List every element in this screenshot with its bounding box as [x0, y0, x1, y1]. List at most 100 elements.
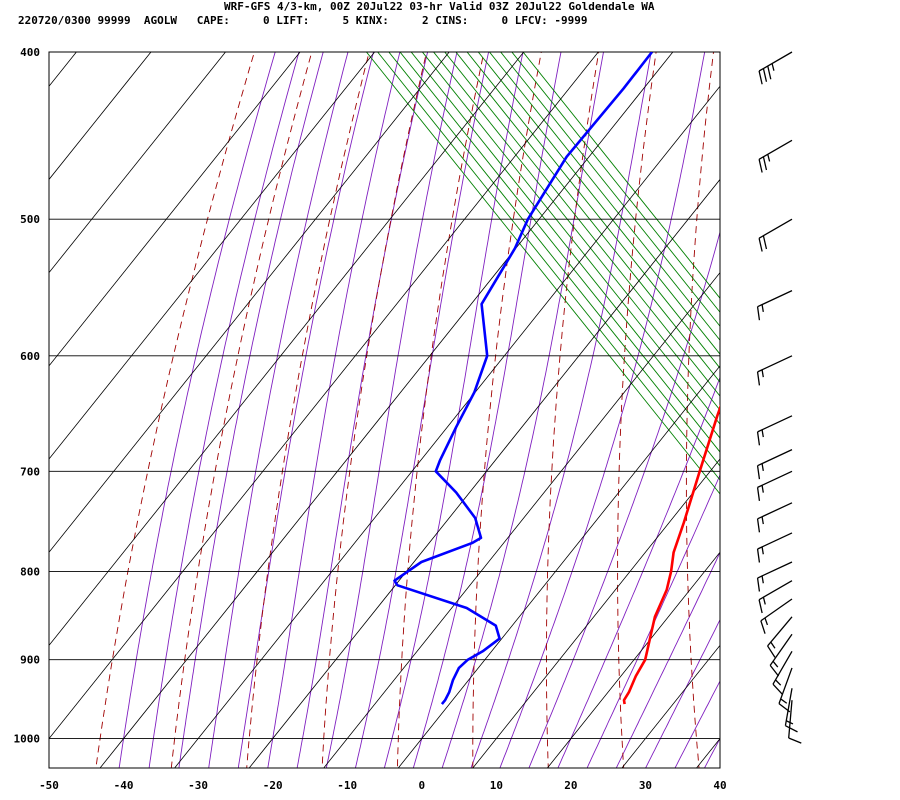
barb-feather	[756, 306, 761, 321]
sounding-stats: 220720/0300 99999 AGOLW CAPE: 0 LIFT: 5 …	[18, 14, 588, 27]
dry-adiabat	[397, 52, 485, 768]
x-tick-label: 0	[418, 779, 425, 792]
wind-barb	[756, 415, 793, 446]
barb-staff	[758, 580, 793, 601]
isotherm	[472, 458, 720, 768]
barb-feather	[756, 371, 761, 386]
moist-adiabat	[528, 230, 720, 768]
barb-half-feather	[780, 698, 788, 704]
mixing-ratio-line	[444, 52, 720, 397]
isotherm	[248, 178, 720, 768]
barb-staff	[758, 139, 793, 160]
chart-title: WRF-GFS 4/3-km, 00Z 20Jul22 03-hr Valid …	[224, 0, 655, 13]
moist-adiabat	[470, 52, 652, 768]
y-tick-label: 600	[20, 350, 40, 363]
wind-barb	[756, 355, 793, 386]
x-tick-label: 40	[713, 779, 726, 792]
moist-adiabat	[296, 52, 429, 768]
wind-barb	[758, 218, 793, 252]
wind-barb	[760, 598, 793, 634]
x-tick-label: -20	[263, 779, 283, 792]
x-tick-label: -30	[188, 779, 208, 792]
isotherm	[397, 365, 720, 768]
isotherm	[99, 52, 674, 768]
x-tick-label: 10	[490, 779, 503, 792]
wind-barb	[788, 700, 802, 744]
mixing-ratio-line	[388, 52, 720, 467]
mixing-ratio-line	[365, 52, 720, 495]
mixing-ratio-line	[377, 52, 720, 481]
barb-feather	[772, 683, 783, 695]
barb-half-feather	[775, 679, 782, 686]
barb-feather	[758, 599, 763, 614]
barb-half-feather	[761, 369, 764, 378]
y-tick-label: 800	[20, 565, 40, 578]
x-tick-label: -50	[39, 779, 59, 792]
moist-adiabat	[615, 551, 720, 768]
barb-staff	[757, 561, 793, 579]
wind-barb	[756, 502, 793, 533]
mixing-ratio-line	[410, 52, 720, 439]
dry-adiabat	[685, 52, 714, 768]
dry-adiabat	[246, 52, 370, 768]
barb-feather	[762, 156, 768, 171]
moist-adiabat	[148, 52, 300, 768]
axis-labels: 400 500 600 700 800 900 1000 -50 -40 -30 -20 -10 0 10…	[14, 46, 727, 792]
y-tick-label: 400	[20, 46, 40, 59]
moist-adiabat	[237, 52, 374, 768]
dry-adiabat	[880, 0, 900, 782]
barb-half-feather	[761, 575, 764, 584]
barb-staff	[788, 700, 793, 739]
isotherm	[49, 52, 525, 647]
isotherm	[49, 52, 450, 553]
mixing-ratio-line	[455, 52, 720, 383]
barb-feather	[756, 548, 761, 563]
barb-staff	[784, 688, 793, 726]
dry-adiabat	[170, 52, 313, 768]
moist-adiabat	[441, 52, 604, 768]
mixing-ratio-line	[500, 52, 720, 327]
dry-adiabat	[546, 52, 600, 768]
moist-adiabat	[412, 52, 562, 768]
dry-adiabat	[321, 52, 428, 768]
wind-barb	[756, 449, 793, 480]
barb-staff	[757, 415, 793, 433]
wind-barb	[756, 561, 793, 592]
mixing-ratio-line	[511, 52, 720, 313]
barb-feather	[767, 65, 772, 80]
barb-staff	[767, 616, 793, 647]
barb-feather	[767, 645, 776, 658]
dry-adiabat	[753, 0, 782, 782]
plot-frame	[48, 51, 721, 769]
barb-feather	[756, 577, 761, 592]
isotherm	[621, 644, 720, 768]
barb-half-feather	[761, 463, 764, 471]
moist-adiabat	[383, 52, 524, 768]
barb-feather	[762, 68, 768, 82]
wind-barb	[767, 616, 793, 658]
barb-staff	[778, 667, 793, 704]
barb-staff	[757, 449, 793, 467]
dry-adiabat	[617, 52, 657, 768]
barb-staff	[757, 470, 793, 488]
isotherm	[696, 737, 720, 768]
wind-barb	[772, 650, 793, 695]
barb-staff	[757, 502, 793, 520]
dry-adiabat	[95, 52, 255, 768]
dry-adiabat	[818, 0, 852, 782]
moist-adiabat	[645, 618, 720, 768]
barb-staff	[757, 355, 793, 373]
wind-barb	[758, 580, 793, 614]
barb-half-feather	[761, 429, 764, 438]
barb-feather	[758, 159, 763, 173]
barb-staff	[757, 290, 793, 308]
y-tick-label: 1000	[14, 733, 41, 746]
y-tick-label: 700	[20, 465, 40, 478]
barb-staff	[757, 532, 793, 550]
moist-adiabat	[724, 0, 900, 786]
barb-half-feather	[764, 617, 769, 626]
barb-half-feather	[761, 485, 764, 493]
wind-barbs	[756, 51, 802, 744]
barb-staff	[758, 51, 793, 72]
